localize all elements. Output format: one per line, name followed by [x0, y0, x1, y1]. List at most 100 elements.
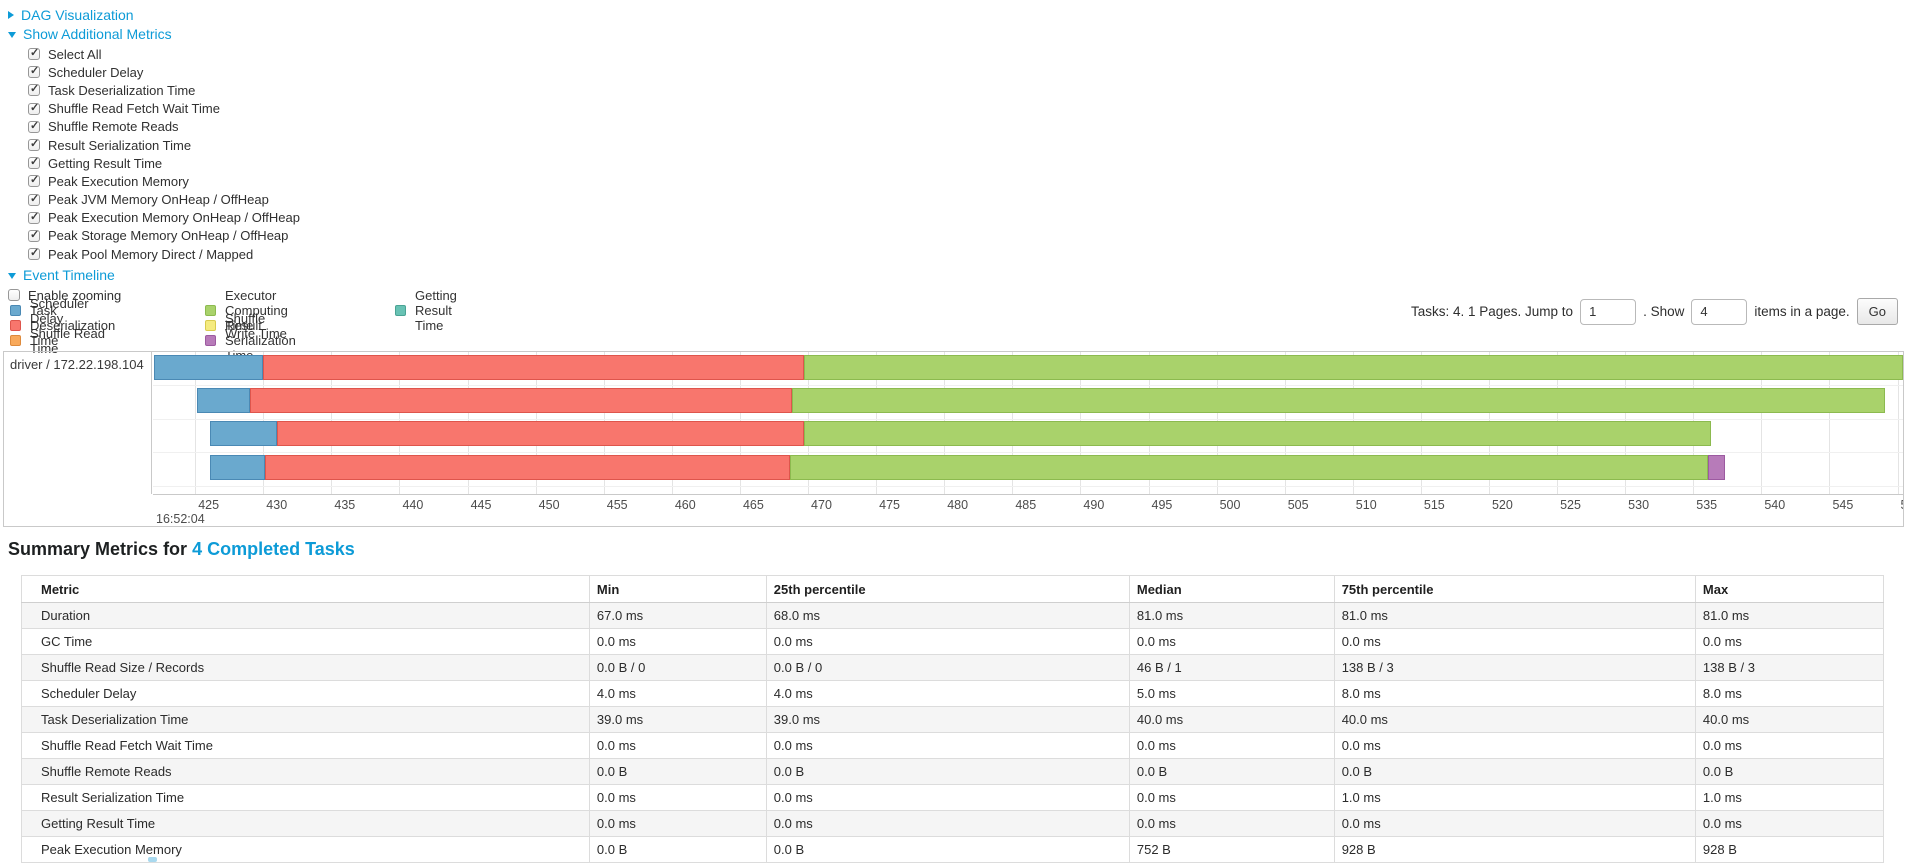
metric-checkbox-shuffle-remote-reads[interactable]: Shuffle Remote Reads	[28, 118, 300, 136]
page-size-input[interactable]	[1691, 298, 1748, 325]
metric-value-cell: 0.0 ms	[1128, 810, 1335, 837]
metric-value-cell: 0.0 ms	[765, 732, 1130, 759]
additional-metrics-list: Select All Scheduler Delay Task Deserializ…	[8, 45, 300, 263]
dag-visualization-toggle[interactable]: DAG Visualization	[8, 6, 300, 24]
jump-to-page-input[interactable]	[1580, 298, 1637, 325]
task-bar-segment-task_deserialization[interactable]	[264, 454, 791, 480]
metric-checkbox-shuffle-read-fetch-wait-time[interactable]: Shuffle Read Fetch Wait Time	[28, 100, 300, 118]
metric-value-cell: 0.0 ms	[1694, 810, 1885, 837]
checkbox-checked-icon	[28, 246, 40, 261]
go-button[interactable]: Go	[1856, 298, 1898, 325]
axis-time-label: 16:52:04	[156, 512, 205, 526]
legend-column: Scheduler Delay Task Deserialization Time…	[10, 296, 115, 356]
task-bar-segment-executor_computing[interactable]	[803, 354, 1903, 380]
metric-value-cell: 0.0 ms	[588, 732, 767, 759]
metric-checkbox-label: Peak Storage Memory OnHeap / OffHeap	[48, 228, 289, 244]
show-additional-metrics-toggle[interactable]: Show Additional Metrics	[8, 25, 300, 43]
metric-checkbox-result-serialization-time[interactable]: Result Serialization Time	[28, 136, 300, 154]
metric-checkbox-scheduler-delay[interactable]: Scheduler Delay	[28, 63, 300, 81]
task-bar-segment-result_serialization[interactable]	[1708, 454, 1725, 480]
enable-zooming-checkbox[interactable]: Enable zooming	[8, 286, 300, 304]
metric-checkbox-label: Peak Pool Memory Direct / Mapped	[48, 246, 254, 262]
row-separator-line	[153, 418, 1903, 420]
checkbox-checked-icon	[28, 119, 40, 133]
legend-item-task_deserialization: Task Deserialization Time	[10, 303, 115, 348]
legend-swatch-executor_computing	[205, 305, 216, 316]
metric-checkbox-peak-storage-memory-onheap-offheap[interactable]: Peak Storage Memory OnHeap / OffHeap	[28, 227, 300, 245]
task-bar-segment-executor_computing[interactable]	[803, 421, 1711, 447]
table-row-gc-time: GC Time 0.0 ms 0.0 ms 0.0 ms 0.0 ms 0.0 ms	[21, 628, 1885, 655]
metric-name-cell: Result Serialization Time	[21, 784, 590, 811]
legend-label: Task Deserialization Time	[30, 303, 116, 348]
metric-checkbox-label: Shuffle Read Fetch Wait Time	[48, 101, 220, 117]
metric-name-cell: Shuffle Remote Reads	[21, 758, 590, 785]
event-timeline-toggle[interactable]: Event Timeline	[8, 266, 300, 284]
summary-metrics-title: Summary Metrics for 4 Completed Tasks	[8, 539, 355, 560]
column-header-75th-percentile: 75th percentile	[1333, 575, 1696, 603]
chevron-down-icon	[8, 273, 16, 280]
metric-checkbox-peak-jvm-memory-onheap-offheap[interactable]: Peak JVM Memory OnHeap / OffHeap	[28, 191, 300, 209]
metric-value-cell: 0.0 B	[1333, 758, 1696, 785]
metric-checkbox-peak-pool-memory-direct-mapped[interactable]: Peak Pool Memory Direct / Mapped	[28, 245, 300, 263]
table-row-shuffle-remote-reads: Shuffle Remote Reads 0.0 B 0.0 B 0.0 B 0.0 B…	[21, 758, 1885, 785]
checkbox-checked-icon	[28, 46, 40, 61]
table-row-peak-execution-memory: Peak Execution Memory 0.0 B 0.0 B 752 B 928 …	[21, 836, 1885, 863]
legend-column: Executor Computing Time Shuffle Write Tim…	[205, 288, 296, 363]
task-bar-segment-scheduler_delay[interactable]	[210, 454, 265, 480]
legend-swatch-task_deserialization	[10, 320, 21, 331]
metric-checkbox-peak-execution-memory[interactable]: Peak Execution Memory	[28, 172, 300, 190]
task-bar-segment-task_deserialization[interactable]	[276, 421, 804, 447]
task-bar-segment-scheduler_delay[interactable]	[210, 421, 277, 447]
metric-value-cell: 138 B / 3	[1694, 654, 1885, 681]
legend-item-shuffle_read: Shuffle Read Time	[10, 326, 115, 356]
axis-tick-label: 505	[1287, 498, 1309, 512]
checkbox-checked-icon	[28, 192, 40, 206]
task-bar-segment-executor_computing[interactable]	[790, 454, 1709, 480]
task-bar-segment-task_deserialization[interactable]	[249, 387, 792, 413]
metric-checkbox-task-deserialization-time[interactable]: Task Deserialization Time	[28, 81, 300, 99]
metric-checkbox-select-all[interactable]: Select All	[28, 45, 300, 63]
metric-value-cell: 0.0 ms	[1333, 732, 1696, 759]
completed-tasks-link[interactable]: 4 Completed Tasks	[192, 539, 355, 559]
metric-value-cell: 928 B	[1333, 836, 1696, 863]
metric-value-cell: 0.0 ms	[588, 628, 767, 655]
metric-checkbox-peak-execution-memory-onheap-offheap[interactable]: Peak Execution Memory OnHeap / OffHeap	[28, 209, 300, 227]
legend-label: Scheduler Delay	[30, 295, 89, 326]
metric-name-cell: Task Deserialization Time	[21, 706, 590, 733]
metric-checkbox-label: Shuffle Remote Reads	[48, 119, 179, 135]
metric-value-cell: 1.0 ms	[1694, 784, 1885, 811]
table-row-task-deserialization-time: Task Deserialization Time 39.0 ms 39.0 ms 4…	[21, 706, 1885, 733]
axis-tick-label: 470	[811, 498, 832, 512]
show-text: . Show	[1643, 304, 1685, 319]
task-bar-segment-scheduler_delay[interactable]	[196, 387, 250, 413]
axis-tick-label: 485	[1015, 498, 1037, 512]
task-bar-segment-executor_computing[interactable]	[791, 387, 1886, 413]
metric-value-cell: 752 B	[1128, 836, 1335, 863]
metric-value-cell: 0.0 B / 0	[588, 654, 767, 681]
metric-checkbox-getting-result-time[interactable]: Getting Result Time	[28, 154, 300, 172]
metric-value-cell: 0.0 B	[765, 758, 1130, 785]
legend-swatch-scheduler_delay	[10, 305, 21, 316]
timeline-plot-area	[153, 352, 1903, 494]
axis-tick-label: 450	[538, 498, 560, 512]
axis-tick-label: 550	[1901, 498, 1903, 512]
metric-value-cell: 8.0 ms	[1333, 680, 1696, 707]
show-additional-metrics-label: Show Additional Metrics	[23, 26, 172, 42]
task-bar-segment-task_deserialization[interactable]	[263, 354, 804, 380]
checkbox-checked-icon	[28, 228, 40, 242]
checkbox-checked-icon	[28, 82, 40, 97]
metric-value-cell: 0.0 B / 0	[765, 654, 1130, 681]
legend-item-getting_result: Getting Result Time	[395, 288, 457, 333]
event-timeline-label: Event Timeline	[23, 267, 115, 284]
table-row-result-serialization-time: Result Serialization Time 0.0 ms 0.0 ms 0.0…	[21, 784, 1885, 811]
task-bar-segment-scheduler_delay[interactable]	[154, 354, 264, 380]
metric-value-cell: 39.0 ms	[588, 706, 767, 733]
axis-tick-label: 480	[947, 498, 969, 512]
column-header-metric: Metric	[21, 575, 590, 603]
axis-tick-label: 525	[1560, 498, 1581, 512]
enable-zooming-label: Enable zooming	[28, 287, 122, 303]
metric-value-cell: 40.0 ms	[1694, 706, 1885, 733]
metric-value-cell: 0.0 ms	[1694, 732, 1885, 759]
tasks-count-text: Tasks: 4. 1 Pages. Jump to	[1410, 304, 1574, 319]
